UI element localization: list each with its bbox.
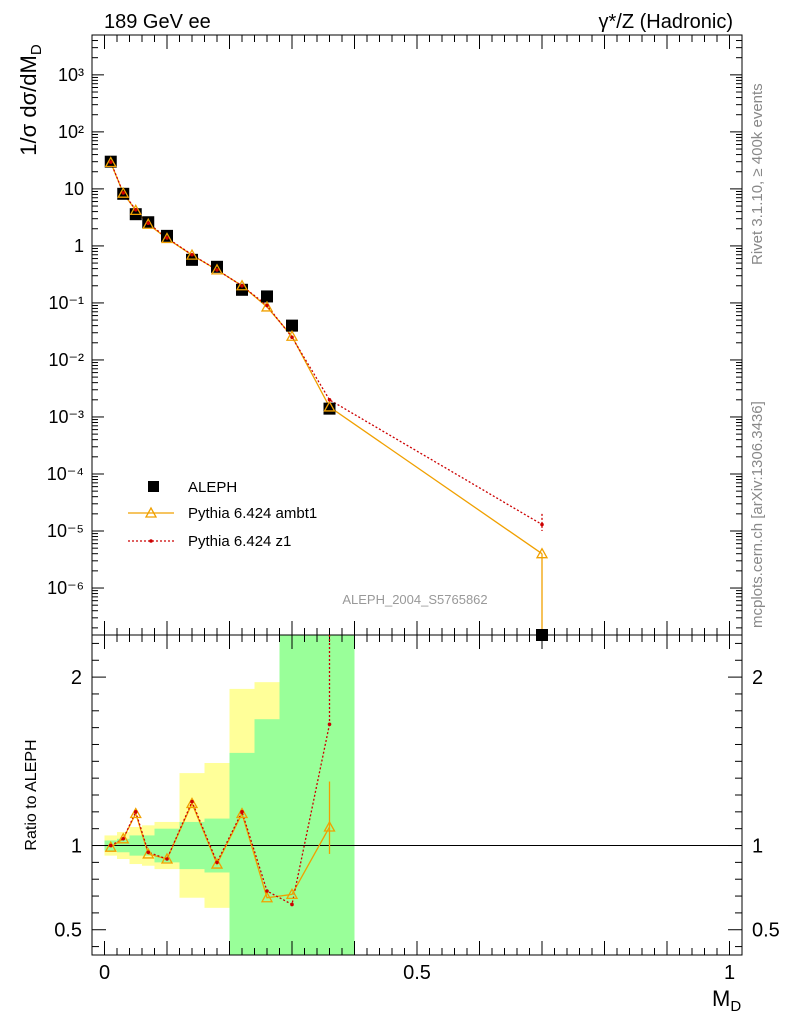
legend-aleph-label: ALEPH [188,479,237,496]
ratio-z1-point [146,850,151,855]
ratio-z1-point [133,810,138,814]
legend-aleph-marker [148,481,159,492]
z1-point [146,221,151,226]
ambt1-point [117,186,130,198]
x-tick-label: 1 [724,962,735,984]
upper-y-tick-label: 1 [74,236,84,256]
z1-point [121,191,126,195]
upper-y-axis-label: 1/σ dσ/dMD [16,44,45,156]
ambt1-point [260,300,274,312]
z1-point [215,268,219,272]
band-green-7 [229,752,255,955]
ambt1-point [285,329,299,341]
upper-series [104,155,549,641]
ratio-y-tick-label: 2 [71,667,82,689]
upper-y-tick-label: 10² [58,122,84,142]
ratio-y-tick-label-right: 2 [752,667,763,689]
axis-ticks: 10⁻⁶ 10⁻⁵ 10⁻⁴ 10⁻³ 10⁻² 10⁻¹ 1 10 10² 10³ 0 0.5 1 0.… [47,34,780,984]
ratio-ambt1-point [260,891,274,903]
legend: ALEPH Pythia 6.424 ambt1 Pythia 6.424 z1 [128,479,317,550]
upper-y-tick-label: 10⁻¹ [48,293,84,313]
z1-point [265,303,269,308]
z1-point [108,160,113,164]
legend-ambt1-marker [144,506,158,518]
legend-z1-marker [149,539,153,543]
upper-y-tick-label: 10⁻⁴ [47,464,84,484]
upper-y-tick-label: 10 [64,179,84,199]
ratio-ambt1-point [117,832,130,844]
ratio-z1-point [215,860,219,865]
ambt1-point [235,279,249,291]
ambt1-point [160,232,174,244]
upper-y-tick-label: 10⁻⁶ [47,578,84,598]
x-tick-label: 0.5 [403,962,431,984]
ratio-z1-point [290,902,294,907]
legend-ambt1-label: Pythia 6.424 ambt1 [188,505,317,522]
analysis-watermark: ALEPH_2004_S5765862 [342,592,487,607]
ratio-ambt1-point [104,840,117,852]
energy-label: 189 GeV ee [104,11,211,33]
aleph-point [323,402,336,415]
band-green-8 [254,719,280,955]
ambt1-point [185,248,199,260]
ratio-series [104,635,336,907]
process-label: γ*/Z (Hadronic) [599,11,733,33]
z1-point [190,252,194,257]
upper-y-tick-label: 10⁻² [48,350,84,370]
ratio-ambt1-point [160,852,174,864]
ratio-y-tick-label: 1 [71,836,82,858]
z1-point [240,283,244,288]
upper-y-tick-label: 10⁻³ [48,407,84,427]
ratio-ambt1-point [142,847,155,859]
x-axis-label: MD [712,986,741,1015]
uncertainty-bands [104,635,355,955]
ratio-ambt1-point [210,857,224,869]
ratio-z1-point [240,810,244,814]
ratio-y-tick-label-right: 1 [752,836,763,858]
z1-point [540,522,544,527]
ratio-z1-point [190,799,194,804]
upper-y-tick-label: 10⁻⁵ [47,521,84,541]
x-tick-label: 0 [99,962,110,984]
ratio-z1-point [165,857,169,861]
mcplots-reference-label: mcplots.cern.ch [arXiv:1306.3436] [749,401,766,628]
aleph-point [286,319,298,332]
ratio-ambt1-point [129,807,142,819]
ambt1-point [104,156,117,168]
ambt1-point [142,217,155,229]
ambt1-line [110,162,543,555]
z1-line [110,161,543,526]
ratio-ambt1-point [235,807,249,819]
ambt1-point [129,204,142,216]
aleph-point [536,629,548,641]
z1-point [290,335,294,340]
legend-z1-label: Pythia 6.424 z1 [188,533,291,550]
ratio-z1-point [121,836,126,841]
z1-point [165,236,169,240]
ratio-z1-point [108,843,113,848]
ambt1-point [535,547,549,559]
rivet-version-label: Rivet 3.1.10, ≥ 400k events [749,83,766,265]
z1-point [327,398,332,402]
ambt1-point [323,400,336,412]
ratio-ambt1-point [323,820,336,832]
ratio-ambt1-point [185,797,199,809]
aleph-point [261,290,273,303]
ratio-ambt1-point [285,888,299,900]
ratio-z1-point [327,722,332,727]
ambt1-point [210,263,224,275]
ratio-z1-point [265,889,269,893]
ratio-y-tick-label-right: 0.5 [752,920,780,942]
ratio-y-axis-label: Ratio to ALEPH [23,739,40,850]
z1-point [133,207,138,212]
ratio-y-tick-label: 0.5 [54,920,82,942]
upper-y-tick-label: 10³ [58,65,84,85]
band-green-9 [279,635,305,955]
